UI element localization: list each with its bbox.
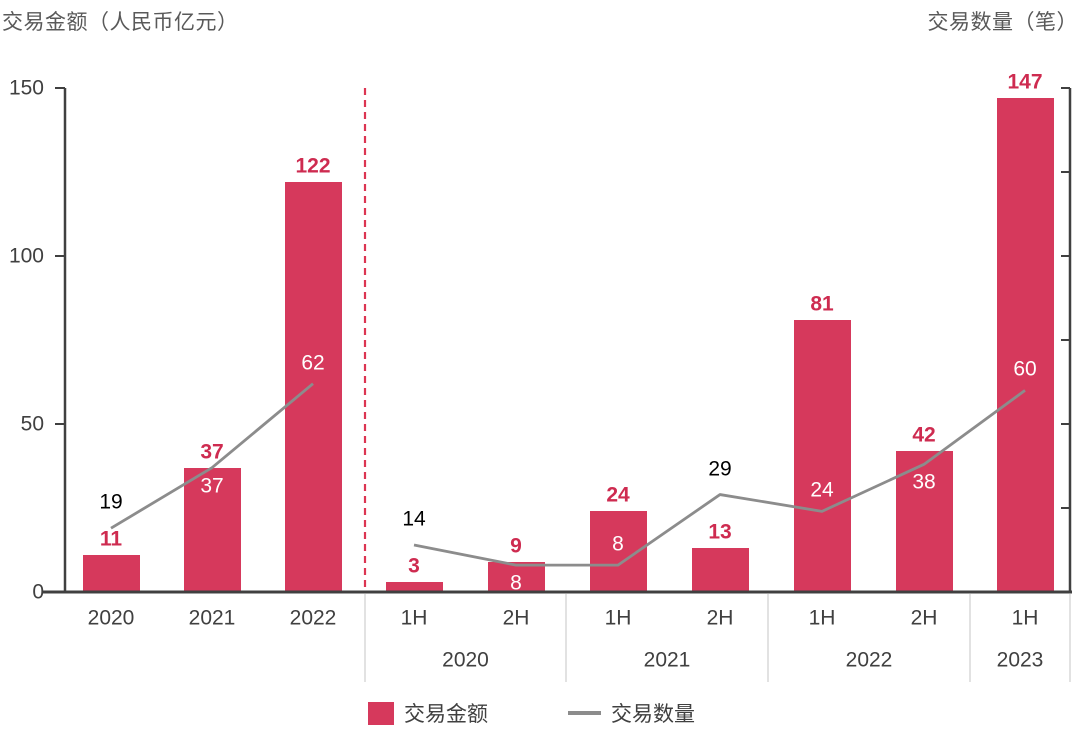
line-value-label: 38 <box>912 470 936 494</box>
x-axis-label: 2H <box>502 606 530 630</box>
bar-value-label: 11 <box>99 527 123 551</box>
x-axis-label: 2H <box>910 606 938 630</box>
count-line-half-year <box>413 389 1026 567</box>
y-axis-tick-label: 150 <box>8 76 44 100</box>
line-value-label: 62 <box>301 351 325 375</box>
x-axis-label: 2022 <box>289 606 337 630</box>
bar-half-year-1H-4 <box>793 319 851 592</box>
legend-line-label: 交易数量 <box>611 703 695 726</box>
line-value-label: 60 <box>1013 357 1037 381</box>
x-axis-group-label: 2023 <box>996 648 1044 672</box>
line-value-label: 37 <box>200 474 224 498</box>
bar-half-year-1H-6 <box>996 98 1054 592</box>
bar-value-label: 3 <box>408 554 420 578</box>
y-axis-tick-label: 0 <box>32 580 44 604</box>
y-axis-tick-label: 100 <box>8 244 44 268</box>
bar-half-year-2H-3 <box>691 548 749 592</box>
line-value-label: 14 <box>402 507 426 531</box>
bar-value-label: 122 <box>295 154 331 178</box>
bar-annual-2021-1 <box>183 467 241 592</box>
x-axis-label: 2H <box>706 606 734 630</box>
bar-value-label: 81 <box>810 292 834 316</box>
line-value-label: 24 <box>810 478 834 502</box>
x-axis-group-label: 2020 <box>442 648 489 672</box>
x-axis-label: 1H <box>604 606 632 630</box>
right-axis-title: 交易数量（笔） <box>927 11 1078 34</box>
bar-half-year-1H-0 <box>385 581 443 592</box>
count-line-annual <box>110 382 314 530</box>
legend-line-swatch-icon <box>568 711 601 715</box>
x-axis-label: 2021 <box>188 606 236 630</box>
bar-value-label: 147 <box>1007 70 1043 94</box>
bar-value-label: 42 <box>912 423 936 447</box>
bar-value-label: 9 <box>510 534 522 558</box>
bar-value-label: 37 <box>200 440 224 464</box>
line-value-label: 8 <box>510 571 522 595</box>
bar-value-label: 13 <box>708 520 732 544</box>
left-axis-title: 交易金额（人民币亿元） <box>2 11 239 34</box>
line-value-label: 19 <box>99 490 123 514</box>
legend-bar-label: 交易金额 <box>404 703 488 726</box>
legend: 交易金额 交易数量 <box>368 698 695 728</box>
x-axis-label: 2020 <box>87 606 135 630</box>
x-axis-group-label: 2021 <box>643 648 691 672</box>
line-value-label: 8 <box>612 532 624 556</box>
x-axis-group-label: 2022 <box>845 648 893 672</box>
legend-bar-swatch-icon <box>368 701 394 725</box>
x-axis-label: 1H <box>1011 606 1039 630</box>
bar-annual-2020-0 <box>82 555 140 592</box>
line-value-label: 29 <box>708 457 732 481</box>
x-axis-label: 1H <box>400 606 428 630</box>
bar-half-year-2H-1 <box>487 561 545 592</box>
bar-value-label: 24 <box>606 483 630 507</box>
x-axis-label: 1H <box>808 606 836 630</box>
bar-annual-2022-2 <box>284 182 342 592</box>
y-axis-tick-label: 50 <box>20 412 44 436</box>
